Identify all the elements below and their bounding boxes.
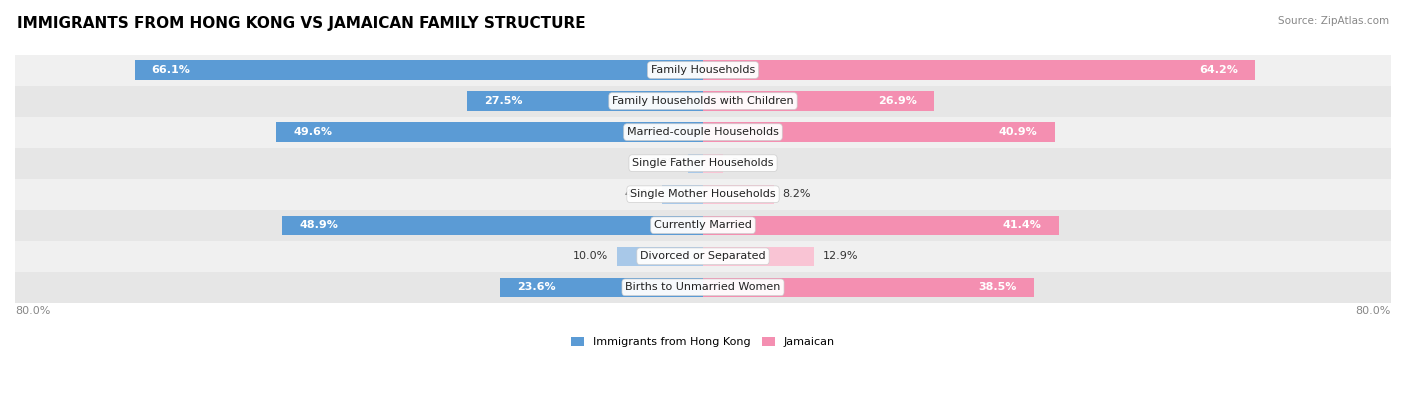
Bar (703, 60, 1256, 80)
Bar (15, 86, 1391, 117)
Text: 2.3%: 2.3% (731, 158, 759, 168)
Bar (662, 184, 703, 204)
Bar (15, 241, 1391, 272)
Bar (688, 154, 703, 173)
Text: 23.6%: 23.6% (517, 282, 555, 292)
Text: 12.9%: 12.9% (823, 251, 858, 261)
Text: 49.6%: 49.6% (294, 127, 333, 137)
Bar (467, 91, 703, 111)
Text: Married-couple Households: Married-couple Households (627, 127, 779, 137)
Text: 64.2%: 64.2% (1199, 65, 1237, 75)
Text: 48.9%: 48.9% (299, 220, 339, 230)
Text: 41.4%: 41.4% (1002, 220, 1042, 230)
Text: 4.8%: 4.8% (624, 189, 654, 199)
Text: Family Households with Children: Family Households with Children (612, 96, 794, 106)
Bar (617, 246, 703, 266)
Text: 80.0%: 80.0% (15, 306, 51, 316)
Text: 38.5%: 38.5% (979, 282, 1017, 292)
Text: 8.2%: 8.2% (782, 189, 811, 199)
Text: Single Father Households: Single Father Households (633, 158, 773, 168)
Bar (703, 216, 1059, 235)
Text: 66.1%: 66.1% (152, 65, 191, 75)
Text: Divorced or Separated: Divorced or Separated (640, 251, 766, 261)
Bar (15, 55, 1391, 86)
Bar (703, 184, 773, 204)
Text: 80.0%: 80.0% (1355, 306, 1391, 316)
Text: 26.9%: 26.9% (879, 96, 917, 106)
Bar (135, 60, 703, 80)
Bar (15, 272, 1391, 303)
Text: 27.5%: 27.5% (484, 96, 522, 106)
Bar (283, 216, 703, 235)
Bar (703, 246, 814, 266)
Bar (277, 122, 703, 142)
Bar (15, 117, 1391, 148)
Text: Single Mother Households: Single Mother Households (630, 189, 776, 199)
Bar (703, 154, 723, 173)
Text: Source: ZipAtlas.com: Source: ZipAtlas.com (1278, 16, 1389, 26)
Bar (15, 148, 1391, 179)
Bar (703, 91, 935, 111)
Text: 10.0%: 10.0% (574, 251, 609, 261)
Bar (501, 278, 703, 297)
Bar (15, 210, 1391, 241)
Bar (703, 122, 1054, 142)
Text: Births to Unmarried Women: Births to Unmarried Women (626, 282, 780, 292)
Bar (703, 278, 1033, 297)
Text: Family Households: Family Households (651, 65, 755, 75)
Text: 1.8%: 1.8% (651, 158, 679, 168)
Text: Currently Married: Currently Married (654, 220, 752, 230)
Legend: Immigrants from Hong Kong, Jamaican: Immigrants from Hong Kong, Jamaican (567, 333, 839, 352)
Text: IMMIGRANTS FROM HONG KONG VS JAMAICAN FAMILY STRUCTURE: IMMIGRANTS FROM HONG KONG VS JAMAICAN FA… (17, 16, 585, 31)
Bar (15, 179, 1391, 210)
Text: 40.9%: 40.9% (998, 127, 1038, 137)
